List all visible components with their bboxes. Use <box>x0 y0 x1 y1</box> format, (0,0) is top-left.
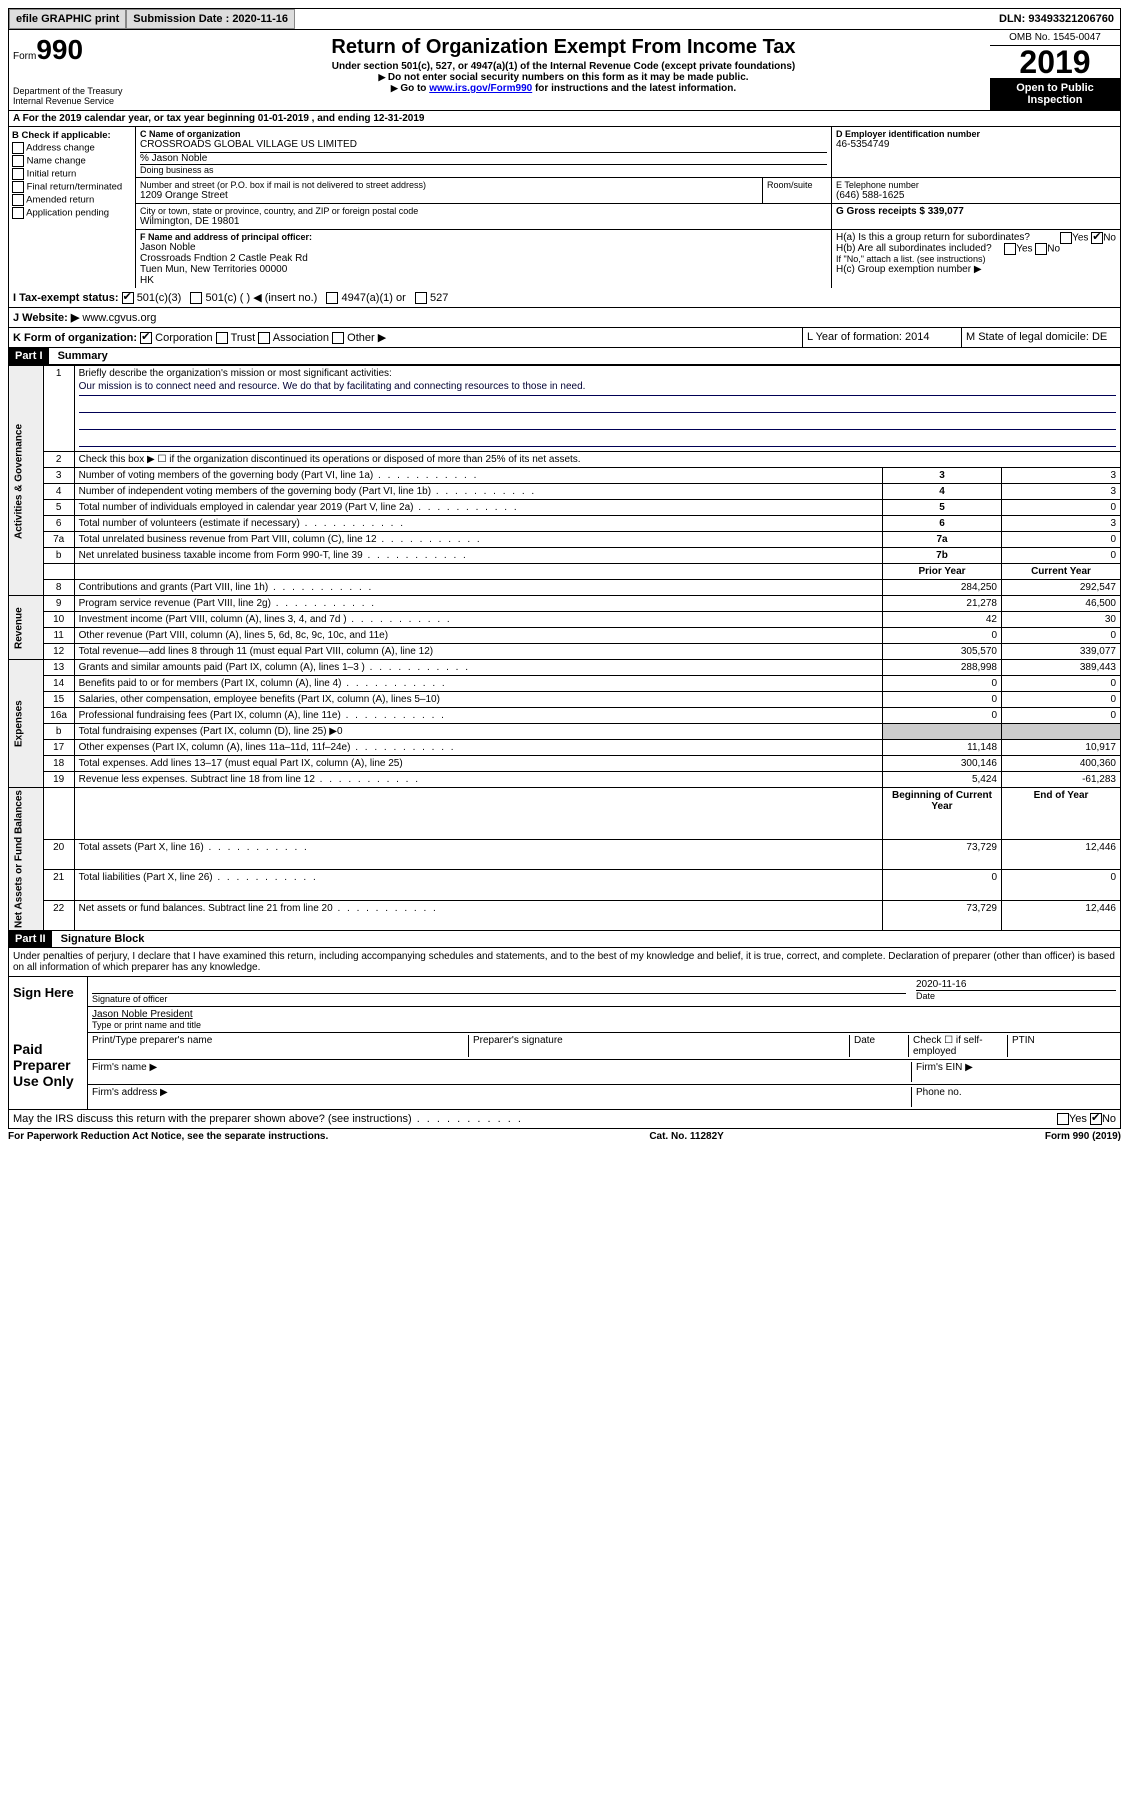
sig-officer-label: Signature of officer <box>92 993 906 1004</box>
signature-block: Under penalties of perjury, I declare th… <box>8 948 1121 1110</box>
h-note: If "No," attach a list. (see instruction… <box>836 254 1116 264</box>
penalty-declaration: Under penalties of perjury, I declare th… <box>9 948 1120 977</box>
q1-label: Briefly describe the organization's miss… <box>79 368 392 379</box>
dln: DLN: 93493321206760 <box>993 10 1120 28</box>
sign-here-label: Sign Here <box>9 977 88 1033</box>
irs-link[interactable]: www.irs.gov/Form990 <box>429 83 532 94</box>
cb-association[interactable] <box>258 332 270 344</box>
discuss-row: May the IRS discuss this return with the… <box>8 1110 1121 1129</box>
self-employed-check[interactable]: Check ☐ if self-employed <box>909 1035 1008 1057</box>
dba-label: Doing business as <box>140 164 827 175</box>
part-1-table: Activities & Governance 1 Briefly descri… <box>8 365 1121 931</box>
officer-name-title: Jason Noble President <box>92 1009 1116 1020</box>
cb-4947[interactable] <box>326 292 338 304</box>
dept-treasury: Department of the Treasury Internal Reve… <box>13 86 133 106</box>
subtitle-1: Under section 501(c), 527, or 4947(a)(1)… <box>141 61 986 72</box>
officer-addr1: Crossroads Fndtion 2 Castle Peak Rd <box>140 253 827 264</box>
label-address: Number and street (or P.O. box if mail i… <box>140 180 758 190</box>
form-title: Return of Organization Exempt From Incom… <box>141 36 986 59</box>
ein-value: 46-5354749 <box>836 139 1116 150</box>
label-room: Room/suite <box>767 180 827 190</box>
state-domicile: M State of legal domicile: DE <box>962 328 1120 347</box>
top-bar: efile GRAPHIC print Submission Date : 20… <box>8 8 1121 30</box>
submission-date: Submission Date : 2020-11-16 <box>126 9 295 29</box>
cb-amended-return[interactable]: Amended return <box>12 194 132 206</box>
q2-text: Check this box ▶ ☐ if the organization d… <box>74 452 1120 468</box>
row-i-tax-status: I Tax-exempt status: 501(c)(3) 501(c) ( … <box>8 288 1121 308</box>
cb-other[interactable] <box>332 332 344 344</box>
officer-name: Jason Noble <box>140 242 827 253</box>
paid-preparer-label: Paid Preparer Use Only <box>9 1033 88 1109</box>
vlabel-expenses: Expenses <box>9 660 44 788</box>
street-address: 1209 Orange Street <box>140 190 758 201</box>
city-value: Wilmington, DE 19801 <box>140 216 827 227</box>
preparer-name: Print/Type preparer's name <box>92 1035 469 1057</box>
cb-501c[interactable] <box>190 292 202 304</box>
care-of: % Jason Noble <box>140 152 827 164</box>
cb-initial-return[interactable]: Initial return <box>12 168 132 180</box>
form-header: Form990 Department of the Treasury Inter… <box>8 30 1121 111</box>
firm-ein: Firm's EIN ▶ <box>912 1062 1116 1082</box>
h-c: H(c) Group exemption number ▶ <box>836 264 1116 275</box>
row-a-tax-year: A For the 2019 calendar year, or tax yea… <box>8 111 1121 127</box>
paperwork-notice: For Paperwork Reduction Act Notice, see … <box>8 1131 328 1142</box>
sig-date-label: Date <box>916 990 1116 1001</box>
h-b: H(b) Are all subordinates included? Yes … <box>836 243 1116 254</box>
firm-name: Firm's name ▶ <box>92 1062 912 1082</box>
ptin: PTIN <box>1008 1035 1116 1057</box>
phone-value: (646) 588-1625 <box>836 190 1116 201</box>
cb-501c3[interactable] <box>122 292 134 304</box>
type-print-label: Type or print name and title <box>92 1020 1116 1030</box>
preparer-sig: Preparer's signature <box>469 1035 850 1057</box>
year-formation: L Year of formation: 2014 <box>803 328 962 347</box>
tax-year: 2019 <box>990 46 1120 78</box>
row-klm: K Form of organization: Corporation Trus… <box>8 328 1121 348</box>
discuss-no[interactable] <box>1090 1113 1102 1125</box>
mission-text: Our mission is to connect need and resou… <box>79 381 1116 396</box>
cb-corporation[interactable] <box>140 332 152 344</box>
section-b-h: B Check if applicable: Address change Na… <box>8 127 1121 288</box>
cb-final-return[interactable]: Final return/terminated <box>12 181 132 193</box>
org-name: CROSSROADS GLOBAL VILLAGE US LIMITED <box>140 139 827 150</box>
officer-addr2: Tuen Mun, New Territories 00000 <box>140 264 827 275</box>
label-e-phone: E Telephone number <box>836 180 1116 190</box>
label-f-officer: F Name and address of principal officer: <box>140 232 827 242</box>
cb-application-pending[interactable]: Application pending <box>12 207 132 219</box>
firm-address: Firm's address ▶ <box>92 1087 912 1107</box>
label-city: City or town, state or province, country… <box>140 206 827 216</box>
form-number: Form990 <box>13 34 133 66</box>
sig-date-value: 2020-11-16 <box>916 979 1116 990</box>
footer: For Paperwork Reduction Act Notice, see … <box>8 1129 1121 1144</box>
form-footer: Form 990 (2019) <box>1045 1131 1121 1142</box>
label-c-name: C Name of organization <box>140 129 827 139</box>
preparer-date: Date <box>850 1035 909 1057</box>
label-d-ein: D Employer identification number <box>836 129 1116 139</box>
cb-address-change[interactable]: Address change <box>12 142 132 154</box>
subtitle-2: Do not enter social security numbers on … <box>141 72 986 83</box>
open-inspection: Open to Public Inspection <box>990 78 1120 110</box>
part-2-header: Part II Signature Block <box>8 931 1121 948</box>
cb-name-change[interactable]: Name change <box>12 155 132 167</box>
firm-phone: Phone no. <box>912 1087 1116 1107</box>
cat-number: Cat. No. 11282Y <box>649 1131 723 1142</box>
efile-print-button[interactable]: efile GRAPHIC print <box>9 9 126 29</box>
vlabel-net-assets: Net Assets or Fund Balances <box>9 788 44 931</box>
col-b-checkboxes: B Check if applicable: Address change Na… <box>9 127 136 288</box>
vlabel-governance: Activities & Governance <box>9 366 44 596</box>
discuss-yes[interactable] <box>1057 1113 1069 1125</box>
row-j-website: J Website: ▶ www.cgvus.org <box>8 308 1121 328</box>
officer-addr3: HK <box>140 275 827 286</box>
subtitle-3: Go to www.irs.gov/Form990 for instructio… <box>141 83 986 94</box>
cb-527[interactable] <box>415 292 427 304</box>
gross-receipts: G Gross receipts $ 339,077 <box>836 206 1116 217</box>
part-1-header: Part I Summary <box>8 348 1121 365</box>
h-a: H(a) Is this a group return for subordin… <box>836 232 1116 243</box>
cb-trust[interactable] <box>216 332 228 344</box>
vlabel-revenue: Revenue <box>9 596 44 660</box>
